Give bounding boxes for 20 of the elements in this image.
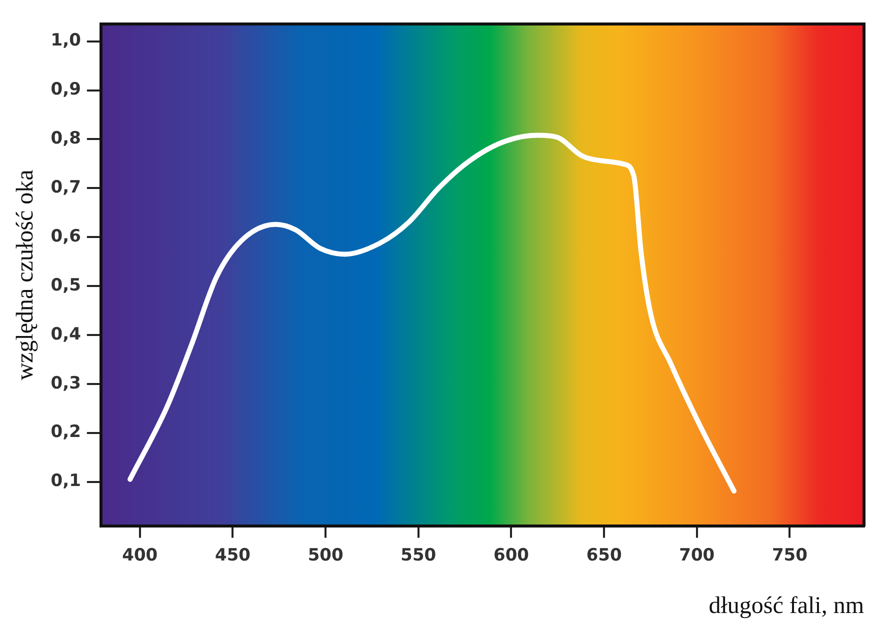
x-tick-label: 700 (679, 545, 715, 566)
x-tick-label: 750 (772, 545, 808, 566)
x-tick-label: 400 (122, 545, 158, 566)
y-tick-label: 0,5 (50, 275, 81, 296)
x-axis-title: długość fali, nm (708, 592, 864, 619)
y-tick-label: 0,3 (50, 373, 81, 394)
y-tick-label: 0,7 (50, 178, 81, 198)
y-tick-label: 0,1 (50, 471, 81, 492)
y-tick-label: 0,2 (50, 422, 81, 442)
x-tick-label: 650 (586, 545, 622, 566)
x-tick-label: 600 (493, 545, 530, 566)
y-tick-label: 0,9 (50, 80, 81, 100)
y-axis-title: względna czułość oka (12, 169, 39, 380)
x-tick-label: 550 (400, 545, 436, 566)
y-tick-label: 0,8 (50, 128, 81, 149)
y-tick-label: 1,0 (50, 30, 82, 51)
y-tick-label: 0,4 (50, 324, 82, 344)
y-tick-label: 0,6 (50, 226, 81, 246)
x-tick-label: 450 (214, 545, 251, 566)
x-tick-label: 500 (308, 545, 344, 566)
